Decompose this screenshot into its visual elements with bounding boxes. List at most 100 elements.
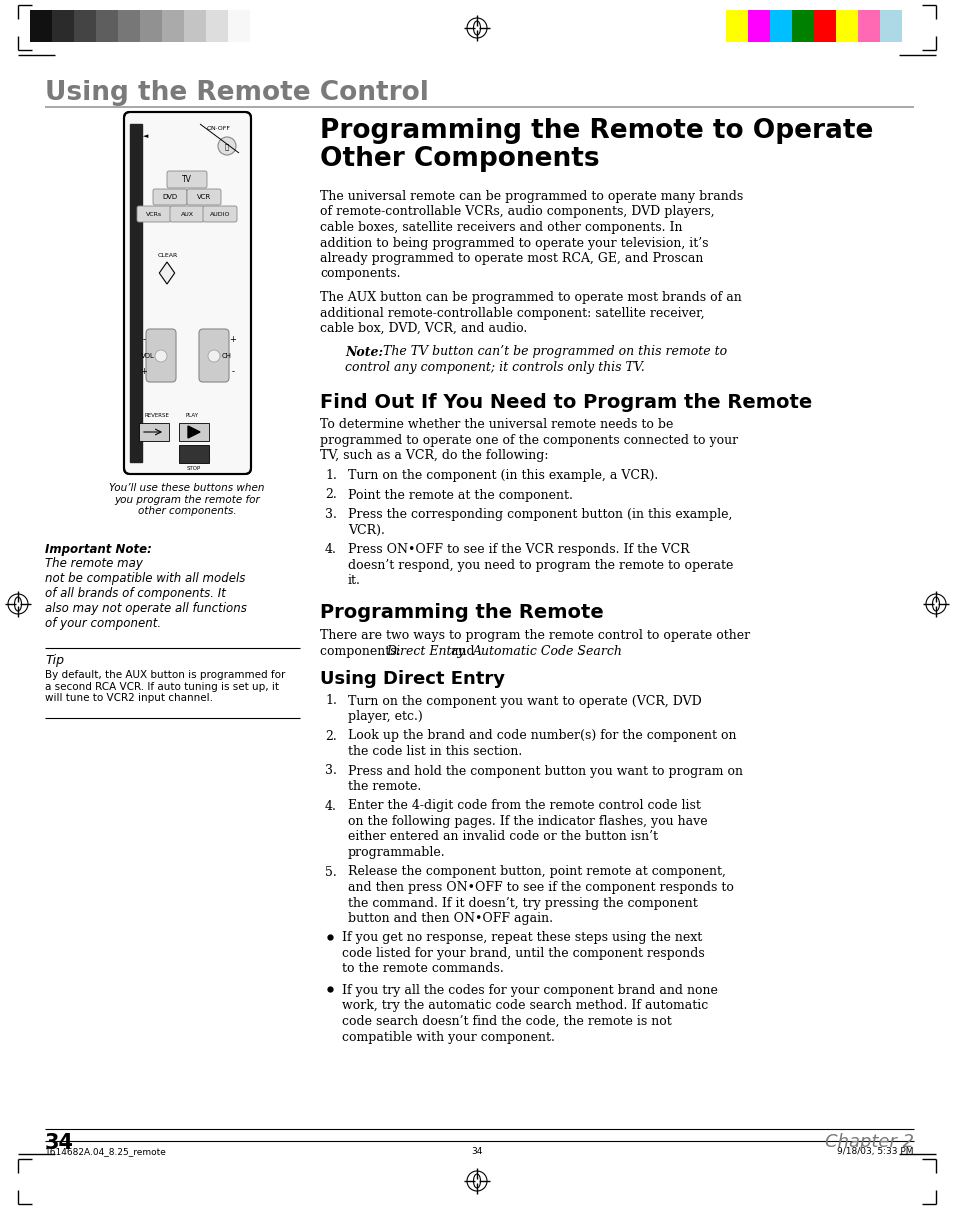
Text: 1.: 1. [325, 469, 336, 482]
Text: compatible with your component.: compatible with your component. [341, 1030, 555, 1043]
Circle shape [154, 349, 167, 361]
Text: ON·OFF: ON·OFF [207, 126, 231, 131]
Text: Using the Remote Control: Using the Remote Control [45, 80, 429, 106]
Text: Turn on the component you want to operate (VCR, DVD: Turn on the component you want to operat… [348, 694, 701, 707]
Polygon shape [159, 262, 174, 284]
Text: Using Direct Entry: Using Direct Entry [319, 671, 504, 688]
Text: Point the remote at the component.: Point the remote at the component. [348, 488, 572, 502]
Text: on the following pages. If the indicator flashes, you have: on the following pages. If the indicator… [348, 815, 707, 828]
FancyBboxPatch shape [199, 329, 229, 382]
Text: PLAY: PLAY [185, 413, 198, 418]
Bar [228, 10, 250, 42]
Text: VCR).: VCR). [348, 523, 384, 537]
Bar [140, 10, 162, 42]
Bar [769, 10, 791, 42]
Text: 3.: 3. [325, 764, 336, 777]
Text: TV, such as a VCR, do the following:: TV, such as a VCR, do the following: [319, 450, 548, 463]
Text: 1.: 1. [325, 694, 336, 707]
Text: Press ON•OFF to see if the VCR responds. If the VCR: Press ON•OFF to see if the VCR responds.… [348, 543, 689, 556]
Text: 2.: 2. [325, 488, 336, 502]
Bar [901, 10, 923, 42]
Text: The TV button can’t be programmed on this remote to: The TV button can’t be programmed on thi… [382, 346, 726, 359]
Text: programmable.: programmable. [348, 846, 445, 860]
FancyBboxPatch shape [187, 189, 221, 206]
Text: -: - [232, 368, 234, 376]
Text: DVD: DVD [162, 193, 177, 199]
Text: it.: it. [348, 574, 360, 588]
Text: TV: TV [182, 175, 192, 185]
Text: Press the corresponding component button (in this example,: Press the corresponding component button… [348, 508, 732, 521]
Text: work, try the automatic code search method. If automatic: work, try the automatic code search meth… [341, 1000, 707, 1012]
Text: ◄: ◄ [143, 133, 149, 139]
FancyBboxPatch shape [152, 189, 187, 206]
Text: the command. If it doesn’t, try pressing the component: the command. If it doesn’t, try pressing… [348, 897, 697, 909]
FancyBboxPatch shape [167, 170, 207, 189]
Bar [179, 445, 209, 463]
Text: .: . [579, 644, 583, 658]
Text: 34: 34 [45, 1133, 74, 1153]
Text: +: + [230, 336, 236, 345]
Bar [725, 10, 747, 42]
Text: additional remote-controllable component: satellite receiver,: additional remote-controllable component… [319, 307, 704, 319]
Text: VCR: VCR [196, 193, 211, 199]
Bar [813, 10, 835, 42]
Text: -: - [142, 336, 146, 345]
Text: to the remote commands.: to the remote commands. [341, 962, 503, 976]
Bar [879, 10, 901, 42]
Text: doesn’t respond, you need to program the remote to operate: doesn’t respond, you need to program the… [348, 559, 733, 572]
Text: The remote may
not be compatible with all models
of all brands of components. It: The remote may not be compatible with al… [45, 557, 247, 630]
Text: Chapter 2: Chapter 2 [824, 1133, 913, 1151]
Text: and then press ON•OFF to see if the component responds to: and then press ON•OFF to see if the comp… [348, 881, 733, 893]
Bar [184, 10, 206, 42]
Text: Find Out If You Need to Program the Remote: Find Out If You Need to Program the Remo… [319, 393, 811, 411]
Text: By default, the AUX button is programmed for
a second RCA VCR. If auto tuning is: By default, the AUX button is programmed… [45, 670, 285, 704]
FancyBboxPatch shape [146, 329, 175, 382]
Text: code search doesn’t find the code, the remote is not: code search doesn’t find the code, the r… [341, 1016, 671, 1028]
Bar [30, 10, 52, 42]
Text: To determine whether the universal remote needs to be: To determine whether the universal remot… [319, 418, 673, 432]
Text: and: and [447, 644, 478, 658]
Text: REVERSE: REVERSE [145, 413, 170, 418]
Text: components:: components: [319, 644, 408, 658]
FancyBboxPatch shape [137, 206, 171, 222]
Bar [52, 10, 74, 42]
Text: addition to being programmed to operate your television, it’s: addition to being programmed to operate … [319, 237, 708, 249]
Text: There are two ways to program the remote control to operate other: There are two ways to program the remote… [319, 630, 749, 642]
Text: The universal remote can be programmed to operate many brands: The universal remote can be programmed t… [319, 190, 742, 203]
Text: Tip: Tip [45, 654, 64, 667]
Bar [118, 10, 140, 42]
Text: code listed for your brand, until the component responds: code listed for your brand, until the co… [341, 947, 704, 960]
FancyBboxPatch shape [124, 112, 251, 474]
Text: of remote-controllable VCRs, audio components, DVD players,: of remote-controllable VCRs, audio compo… [319, 206, 714, 219]
Text: CLEAR: CLEAR [158, 253, 178, 258]
Text: STOP: STOP [187, 465, 201, 472]
Text: Important Note:: Important Note: [45, 543, 152, 556]
Text: 9/18/03, 5:33 PM: 9/18/03, 5:33 PM [837, 1147, 913, 1156]
Text: control any component; it controls only this TV.: control any component; it controls only … [345, 361, 644, 374]
Text: Enter the 4-digit code from the remote control code list: Enter the 4-digit code from the remote c… [348, 799, 700, 812]
Text: ⏻: ⏻ [225, 144, 229, 150]
Text: +: + [140, 368, 148, 376]
Text: either entered an invalid code or the button isn’t: either entered an invalid code or the bu… [348, 831, 658, 844]
Bar [747, 10, 769, 42]
Text: If you get no response, repeat these steps using the next: If you get no response, repeat these ste… [341, 931, 701, 944]
Text: Other Components: Other Components [319, 146, 599, 172]
Text: 2.: 2. [325, 729, 336, 742]
Bar [96, 10, 118, 42]
Bar [857, 10, 879, 42]
Text: 3.: 3. [325, 508, 336, 521]
Text: Look up the brand and code number(s) for the component on: Look up the brand and code number(s) for… [348, 729, 736, 742]
Text: 4.: 4. [325, 543, 336, 556]
Text: Turn on the component (in this example, a VCR).: Turn on the component (in this example, … [348, 469, 658, 482]
Text: 34: 34 [471, 1147, 482, 1156]
Text: VOL: VOL [141, 353, 154, 359]
Text: the code list in this section.: the code list in this section. [348, 745, 521, 758]
Text: Note:: Note: [345, 346, 383, 359]
Text: Programming the Remote to Operate: Programming the Remote to Operate [319, 118, 872, 144]
Text: Press and hold the component button you want to program on: Press and hold the component button you … [348, 764, 742, 777]
Text: 1614682A.04_8.25_remote: 1614682A.04_8.25_remote [45, 1147, 167, 1156]
Text: 5.: 5. [325, 866, 336, 879]
Bar [74, 10, 96, 42]
Bar [835, 10, 857, 42]
FancyBboxPatch shape [203, 206, 236, 222]
